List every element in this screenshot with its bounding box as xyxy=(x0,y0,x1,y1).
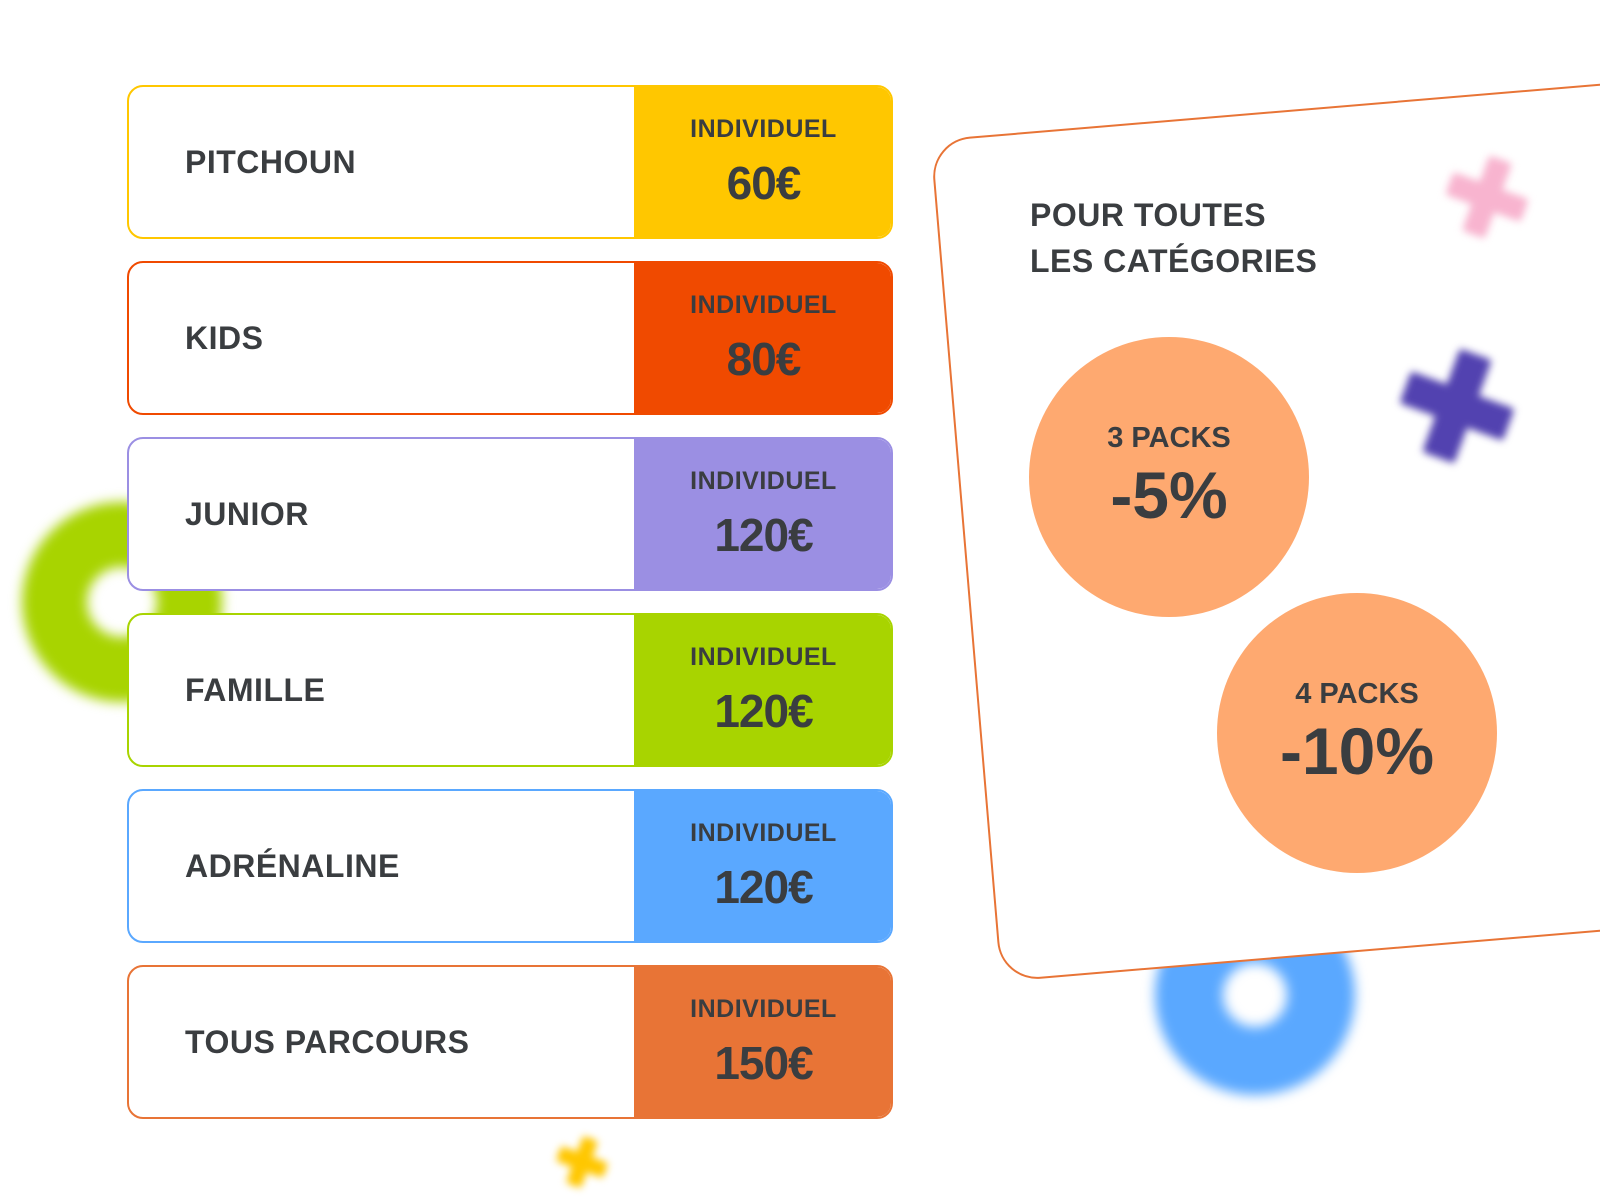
discount-title: POUR TOUTES LES CATÉGORIES xyxy=(1030,192,1317,284)
discount-percent: -5% xyxy=(1110,457,1228,532)
price-type-label: INDIVIDUEL xyxy=(690,818,837,847)
price-value: 120€ xyxy=(714,684,813,737)
discount-title-line: LES CATÉGORIES xyxy=(1030,243,1318,279)
category-name: ADRÉNALINE xyxy=(185,847,400,884)
price-value: 120€ xyxy=(714,860,813,913)
price-type-label: INDIVIDUEL xyxy=(690,642,837,671)
price-value: 120€ xyxy=(714,508,813,561)
discount-percent: -10% xyxy=(1279,713,1435,788)
pricing-card-kids: KIDS INDIVIDUEL 80€ xyxy=(127,261,893,415)
pricing-card-tous-parcours: TOUS PARCOURS INDIVIDUEL 150€ xyxy=(127,965,893,1119)
packs-label: 4 PACKS xyxy=(1295,677,1419,710)
price-value: 80€ xyxy=(726,332,802,385)
price-type-label: INDIVIDUEL xyxy=(690,466,837,495)
price-panel: INDIVIDUEL 150€ xyxy=(634,967,891,1117)
price-type-label: INDIVIDUEL xyxy=(690,994,837,1023)
pricing-card-pitchoun: PITCHOUN INDIVIDUEL 60€ xyxy=(127,85,893,239)
pricing-card-famille: FAMILLE INDIVIDUEL 120€ xyxy=(127,613,893,767)
discount-circle-4-packs: 4 PACKS -10% xyxy=(1217,593,1497,873)
discount-circle-3-packs: 3 PACKS -5% xyxy=(1029,337,1309,617)
category-name: KIDS xyxy=(185,319,264,356)
price-type-label: INDIVIDUEL xyxy=(690,290,837,319)
price-panel: INDIVIDUEL 120€ xyxy=(634,439,891,589)
discount-title-line: POUR TOUTES xyxy=(1030,197,1267,233)
pricing-card-junior: JUNIOR INDIVIDUEL 120€ xyxy=(127,437,893,591)
category-name: FAMILLE xyxy=(185,671,326,708)
price-panel: INDIVIDUEL 60€ xyxy=(634,87,891,237)
category-name: PITCHOUN xyxy=(185,143,357,180)
category-name: JUNIOR xyxy=(185,495,309,532)
packs-label: 3 PACKS xyxy=(1107,421,1231,454)
price-panel: INDIVIDUEL 120€ xyxy=(634,615,891,765)
category-name: TOUS PARCOURS xyxy=(185,1023,470,1060)
pricing-card-adr-naline: ADRÉNALINE INDIVIDUEL 120€ xyxy=(127,789,893,943)
price-panel: INDIVIDUEL 120€ xyxy=(634,791,891,941)
price-value: 60€ xyxy=(726,156,802,209)
price-value: 150€ xyxy=(714,1036,813,1089)
yellow-plus-decoration xyxy=(550,1130,614,1194)
price-type-label: INDIVIDUEL xyxy=(690,114,837,143)
price-panel: INDIVIDUEL 80€ xyxy=(634,263,891,413)
